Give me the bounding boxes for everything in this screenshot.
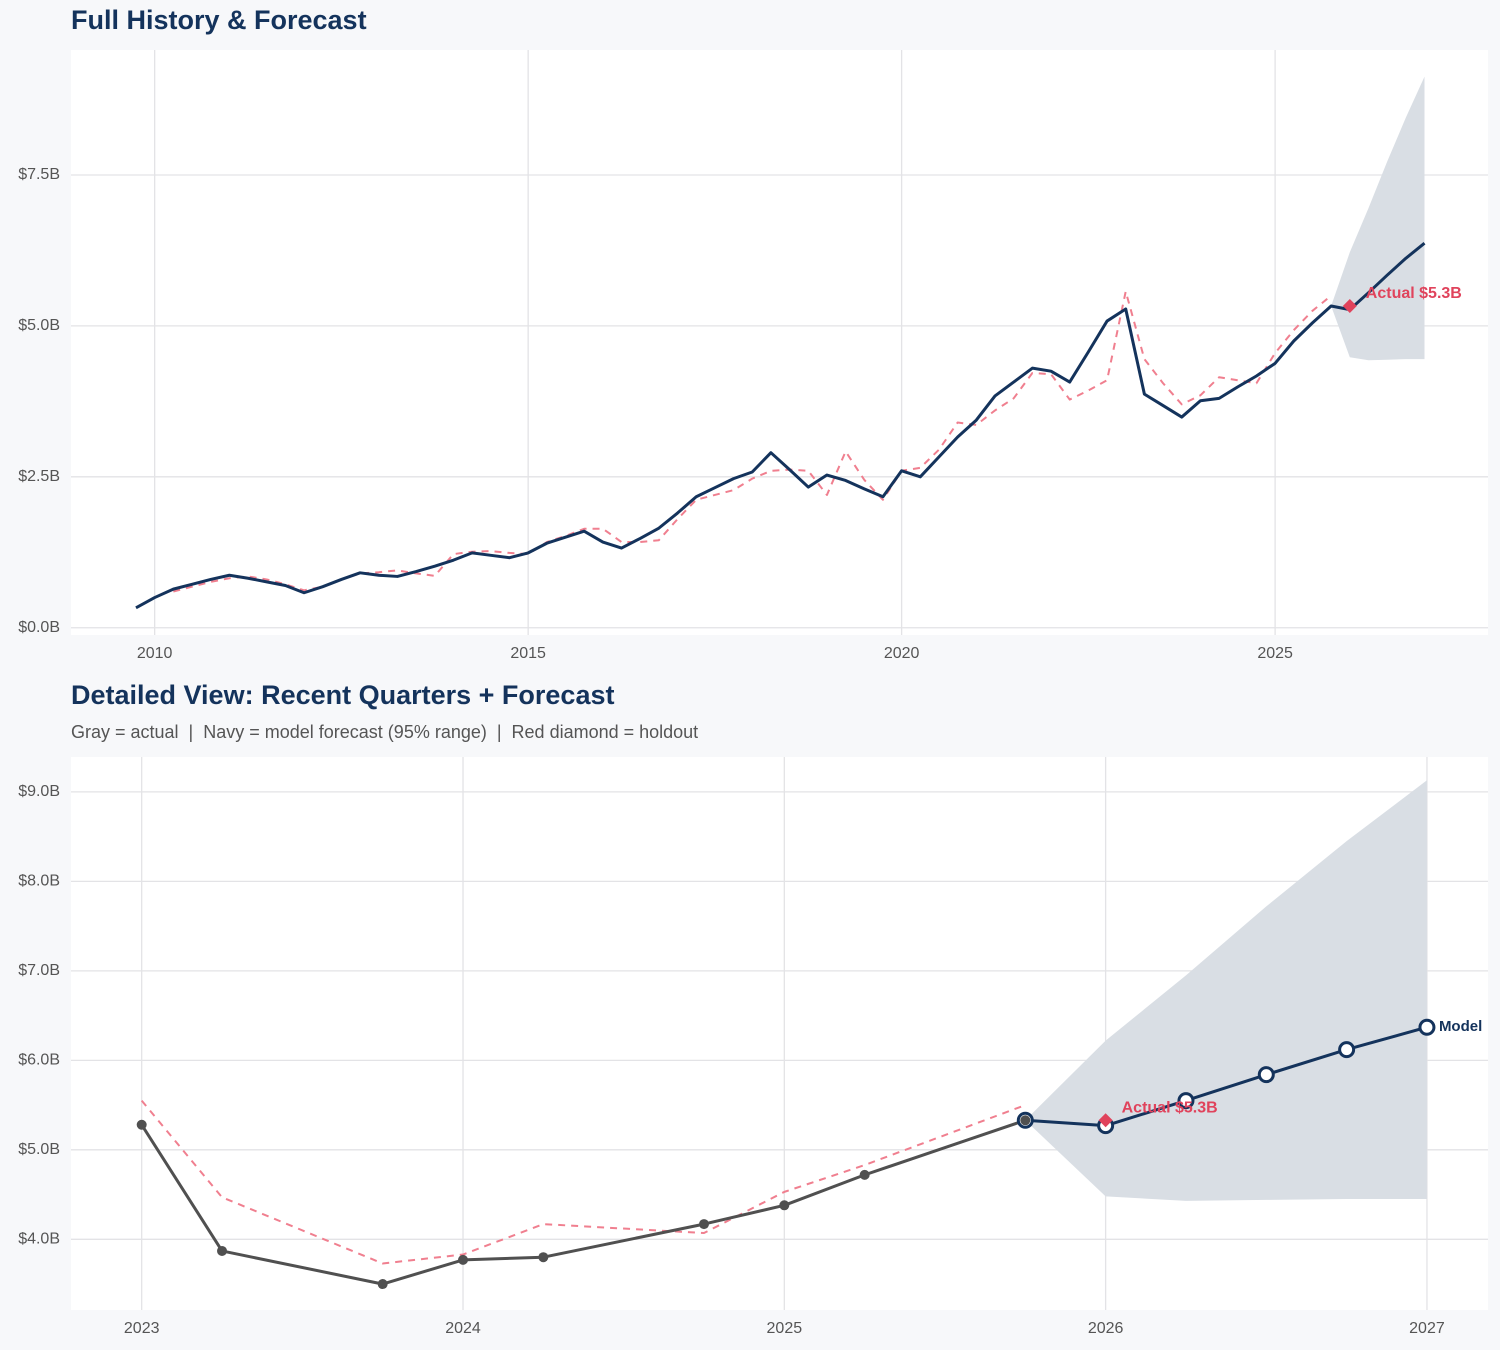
series-line <box>135 242 1426 610</box>
x-tick-label: 2010 <box>137 645 173 662</box>
holdout-diamond <box>1342 298 1357 313</box>
data-point <box>538 1252 549 1263</box>
x-tick-label: 2020 <box>884 645 920 662</box>
y-tick-label: $7.0B <box>18 962 60 979</box>
data-point <box>1418 1018 1436 1036</box>
data-point <box>1177 1092 1195 1110</box>
x-tick-label: 2027 <box>1409 1320 1445 1337</box>
data-point <box>458 1254 469 1265</box>
chart-title: Detailed View: Recent Quarters + Forecas… <box>71 680 614 710</box>
holdout-diamond <box>1098 1113 1113 1128</box>
data-point <box>698 1219 709 1230</box>
data-point <box>217 1245 228 1256</box>
y-tick-label: $9.0B <box>18 783 60 800</box>
chart-subtitle: Gray = actual | Navy = model forecast (9… <box>71 722 698 742</box>
y-tick-label: $5.0B <box>18 317 60 334</box>
x-tick-label: 2025 <box>767 1320 803 1337</box>
x-tick-label: 2026 <box>1088 1320 1124 1337</box>
forecast-band <box>1331 76 1425 361</box>
data-point <box>1257 1066 1275 1084</box>
forecast-band <box>1025 780 1427 1201</box>
data-point <box>377 1279 388 1290</box>
chart-title: Full History & Forecast <box>71 5 367 35</box>
y-tick-label: $2.5B <box>18 468 60 485</box>
y-tick-label: $4.0B <box>18 1231 60 1248</box>
y-tick-label: $8.0B <box>18 873 60 890</box>
holdout-label: Actual $5.3B <box>1122 1100 1218 1117</box>
y-tick-label: $7.5B <box>18 166 60 183</box>
holdout-label: Actual $5.3B <box>1366 285 1462 302</box>
data-point <box>1338 1041 1356 1059</box>
x-tick-label: 2015 <box>510 645 546 662</box>
plot-panel <box>71 50 1488 635</box>
y-tick-label: $5.0B <box>18 1141 60 1158</box>
x-tick-label: 2025 <box>1257 645 1293 662</box>
data-point <box>779 1200 790 1211</box>
x-tick-label: 2024 <box>445 1320 481 1337</box>
series-line <box>140 1099 1026 1265</box>
data-point <box>1020 1115 1031 1126</box>
x-tick-label: 2023 <box>124 1320 160 1337</box>
series-label: Model <box>1439 1018 1482 1035</box>
y-tick-label: $0.0B <box>18 619 60 636</box>
series-line <box>1025 1025 1428 1128</box>
data-point <box>859 1169 870 1180</box>
y-tick-label: $6.0B <box>18 1052 60 1069</box>
data-point <box>136 1119 147 1130</box>
